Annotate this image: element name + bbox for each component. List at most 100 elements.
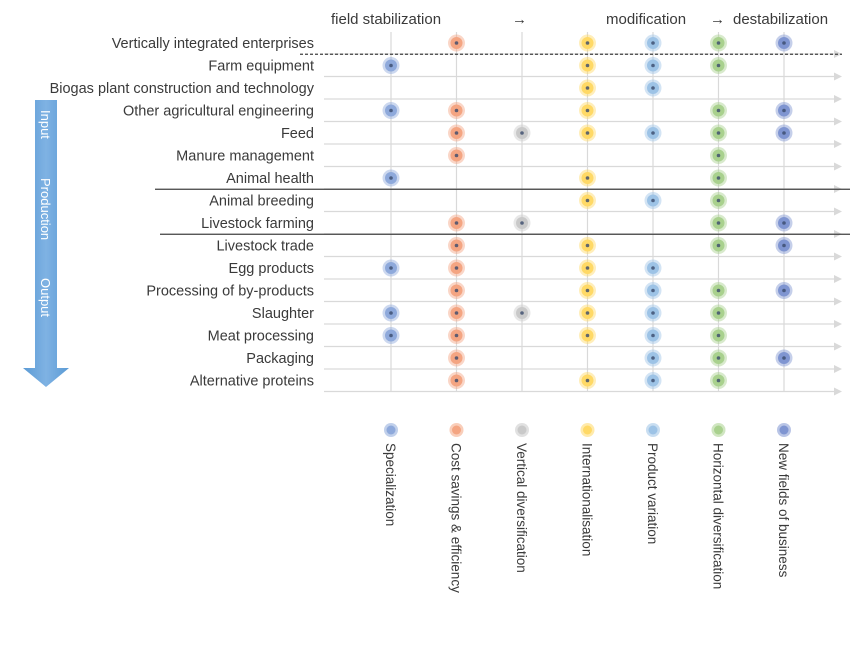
matrix-dot <box>775 102 793 119</box>
matrix-dot <box>775 124 793 142</box>
row-arrowhead <box>834 162 842 171</box>
matrix-dot <box>644 304 662 322</box>
matrix-dot <box>710 349 727 367</box>
matrix-dot <box>775 349 793 367</box>
column-marker <box>777 423 791 437</box>
matrix-dot <box>710 372 727 389</box>
value-chain-label-production: Production <box>38 178 53 240</box>
matrix-dot <box>448 147 465 164</box>
matrix-dot <box>775 282 793 299</box>
matrix-dot <box>644 79 662 97</box>
row-label: Egg products <box>229 261 314 277</box>
matrix-dot <box>579 169 596 187</box>
row-label: Meat processing <box>208 329 314 345</box>
row-label: Vertically integrated enterprises <box>112 36 314 52</box>
matrix-dot <box>710 57 727 74</box>
matrix-dot <box>579 372 596 389</box>
matrix-dot <box>579 259 596 277</box>
column-label: Internationalisation <box>580 443 595 556</box>
matrix-dot <box>710 282 727 299</box>
row-label: Processing of by-products <box>146 284 314 300</box>
matrix-dot <box>382 169 400 187</box>
matrix-dot <box>710 147 727 164</box>
column-label: Cost savings & efficiency <box>449 443 464 593</box>
value-chain-arrow: Input Production Output <box>23 100 69 387</box>
section-separators <box>155 53 850 235</box>
matrix-dot <box>644 57 662 74</box>
matrix-dot <box>644 372 662 389</box>
column-labels: Specialization Cost savings & efficiency V… <box>383 443 791 593</box>
matrix-dot <box>579 102 596 119</box>
row-arrowhead <box>834 140 842 148</box>
matrix-dot <box>382 259 400 277</box>
value-chain-arrow-shape <box>23 100 69 387</box>
matrix-dot <box>775 214 793 232</box>
matrix-dot <box>579 79 596 97</box>
row-label: Livestock trade <box>216 239 314 255</box>
matrix-dot <box>644 282 662 299</box>
matrix-dot <box>448 34 465 52</box>
matrix-dot <box>382 102 400 119</box>
column-label: Product variation <box>645 443 660 544</box>
matrix-dot <box>448 214 465 232</box>
matrix-dot <box>448 327 465 344</box>
column-marker <box>384 423 398 437</box>
row-label: Farm equipment <box>208 59 314 75</box>
matrix-dot <box>448 124 465 142</box>
row-label: Animal breeding <box>209 194 314 210</box>
column-marker <box>449 423 464 437</box>
row-label: Alternative proteins <box>190 374 314 390</box>
matrix-dot <box>448 349 465 367</box>
row-arrowhead <box>834 207 842 216</box>
matrix-grid <box>324 32 842 396</box>
column-marker <box>646 423 660 437</box>
stage-modification: modification <box>606 11 686 28</box>
matrix-dot <box>513 124 531 142</box>
matrix-dot <box>710 102 727 119</box>
row-arrowhead <box>834 275 842 283</box>
row-label: Manure management <box>176 149 314 165</box>
column-label: Horizontal diversification <box>711 443 726 589</box>
matrix-dot <box>448 237 465 254</box>
matrix-dot <box>382 57 400 74</box>
matrix-dot <box>579 34 596 52</box>
matrix-dot <box>448 259 465 277</box>
row-arrowhead <box>834 117 842 126</box>
column-marker <box>711 423 726 437</box>
row-label: Feed <box>281 126 314 142</box>
matrix-dot <box>448 282 465 299</box>
matrix-dot <box>710 304 727 322</box>
matrix-dot <box>579 327 596 344</box>
row-label: Livestock farming <box>201 216 314 232</box>
row-arrowhead <box>834 387 842 396</box>
matrix-dot <box>579 57 596 74</box>
row-label: Packaging <box>246 351 314 367</box>
matrix-dot <box>448 372 465 389</box>
matrix-dot <box>644 259 662 277</box>
column-label: Vertical diversification <box>514 443 529 573</box>
matrix-dot <box>710 214 727 232</box>
stage-field-stabilization: field stabilization <box>331 11 441 28</box>
row-arrowhead <box>834 342 842 351</box>
matrix-dot <box>579 192 596 209</box>
matrix-dot <box>513 304 531 322</box>
row-arrowhead <box>834 365 842 373</box>
column-label: Specialization <box>383 443 398 526</box>
row-arrowhead <box>834 297 842 306</box>
matrix-dot <box>710 237 727 254</box>
matrix-dot <box>579 304 596 322</box>
row-arrowhead <box>834 252 842 261</box>
matrix-dot <box>644 124 662 142</box>
matrix-dot <box>710 34 727 52</box>
matrix-dot <box>579 124 596 142</box>
matrix-dot <box>382 327 400 344</box>
row-label: Other agricultural engineering <box>123 104 314 120</box>
matrix-dot <box>710 124 727 142</box>
matrix-dot <box>775 34 793 52</box>
matrix-dot <box>382 304 400 322</box>
stage-arrow-2: → <box>710 11 725 28</box>
matrix-dot <box>710 192 727 209</box>
matrix-dot <box>579 282 596 299</box>
